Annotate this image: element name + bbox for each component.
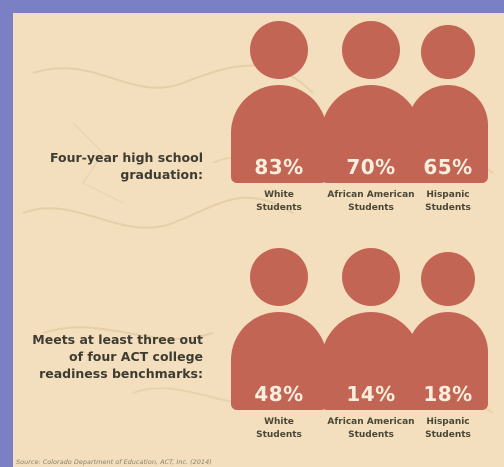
infographic-panel: Four-year high school graduation: Meets a… [13, 13, 504, 467]
row-2-label: Meets at least three out of four ACT coll… [23, 331, 203, 382]
value-label: 48% [254, 382, 304, 406]
category-label-line: White [264, 417, 294, 427]
category-label-line: White [264, 190, 294, 200]
category-label-line: African American [327, 417, 415, 427]
figure-head [342, 248, 400, 306]
category-label-line: Students [348, 203, 394, 213]
value-label: 14% [346, 382, 396, 406]
category-label: African American Students [311, 189, 431, 215]
row-1-label: Four-year high school graduation: [33, 149, 203, 183]
figure-head [342, 21, 400, 79]
category-label: Hispanic Students [388, 189, 504, 215]
row-2-label-line: readiness benchmarks: [39, 366, 203, 381]
category-label-line: Hispanic [426, 417, 470, 427]
figure-body: 18% [408, 312, 488, 410]
value-label: 18% [423, 382, 473, 406]
row-1-label-line: Four-year high school [49, 150, 203, 165]
category-label: African American Students [311, 416, 431, 442]
category-label-line: Students [425, 430, 471, 440]
figure-head [250, 248, 308, 306]
category-label-line: Students [256, 430, 302, 440]
category-label-line: Hispanic [426, 190, 470, 200]
row-1-label-line: graduation: [120, 167, 203, 182]
source-note: Source: Colorado Department of Education… [16, 458, 212, 466]
row-2-label-line: of four ACT college [68, 349, 203, 364]
figure-body: 65% [408, 85, 488, 183]
figure-head [250, 21, 308, 79]
figure-body: 14% [321, 312, 421, 410]
category-label: White Students [219, 189, 339, 215]
category-label-line: Students [256, 203, 302, 213]
figure-head [421, 25, 475, 79]
row-2-label-line: Meets at least three out [32, 332, 203, 347]
value-label: 83% [254, 155, 304, 179]
category-label-line: Students [348, 430, 394, 440]
figure-body: 48% [231, 312, 327, 410]
figure-body: 83% [231, 85, 327, 183]
figure-body: 70% [321, 85, 421, 183]
category-label-line: Students [425, 203, 471, 213]
value-label: 70% [346, 155, 396, 179]
figure-head [421, 252, 475, 306]
value-label: 65% [423, 155, 473, 179]
category-label: White Students [219, 416, 339, 442]
category-label: Hispanic Students [388, 416, 504, 442]
category-label-line: African American [327, 190, 415, 200]
